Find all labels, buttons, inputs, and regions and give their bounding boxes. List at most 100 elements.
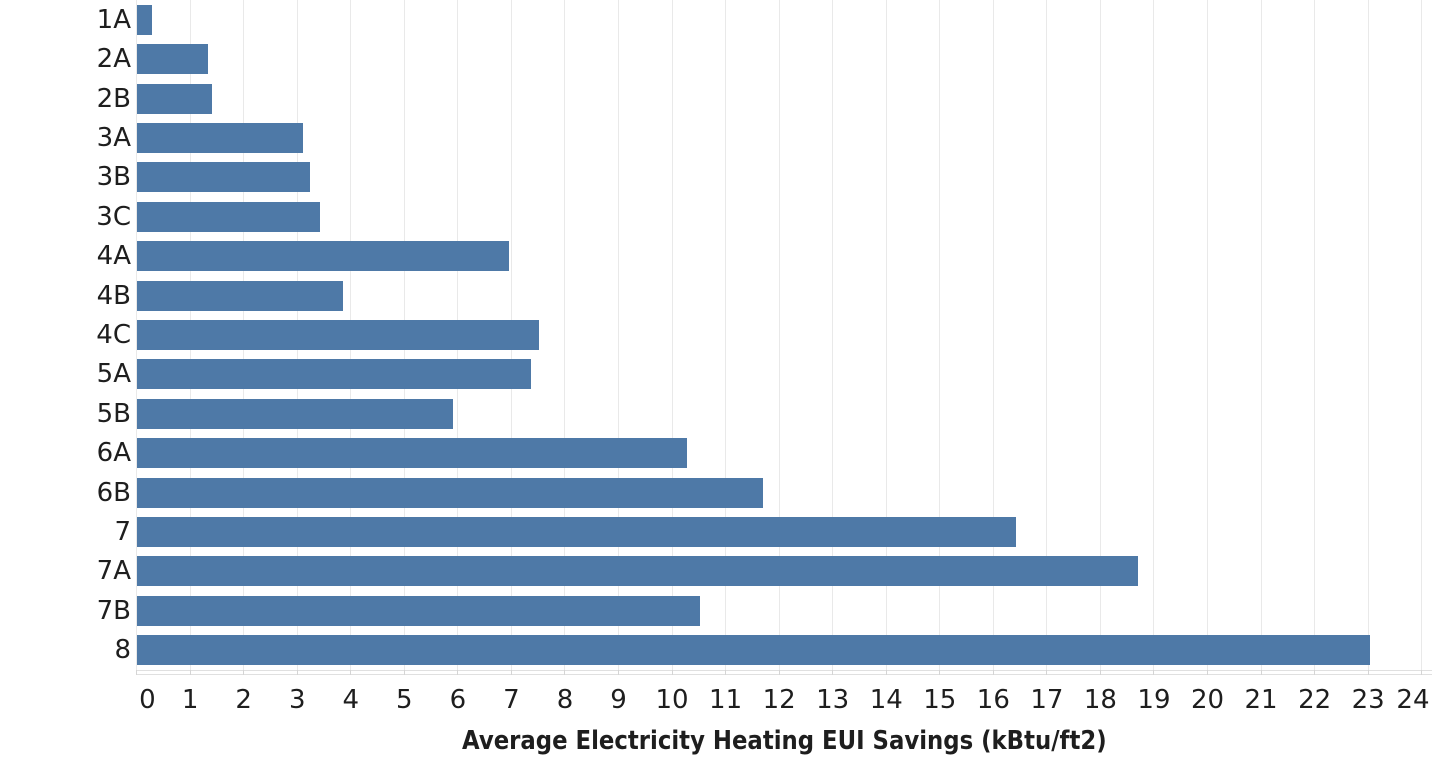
gridline-x-23 [1367,0,1369,675]
bar-5A [136,359,532,390]
x-tick-label-18: 18 [1083,684,1117,715]
y-axis-label-4A: 4A [96,241,131,272]
gridline-x-13 [832,0,834,675]
x-axis-line-top [136,669,1432,671]
gridline-x-12 [778,0,780,675]
gridline-x-11 [725,0,727,675]
x-tick-label-2: 2 [235,684,252,715]
gridline-x-16 [992,0,994,675]
x-tick-mark-12 [778,669,780,675]
y-axis-label-3A: 3A [96,122,131,153]
x-axis-line-bottom [136,674,1432,675]
x-tick-mark-9 [618,669,619,675]
x-tick-label-3: 3 [288,684,306,715]
y-axis-label-7B: 7B [96,595,131,626]
x-tick-mark-3 [296,669,298,675]
x-tick-label-23: 23 [1351,684,1385,715]
bar-4A [136,241,509,272]
x-tick-mark-16 [992,669,994,675]
x-tick-label-14: 14 [869,684,903,715]
bar-2B [136,83,212,114]
bar-5B [136,398,454,429]
x-tick-label-21: 21 [1244,684,1278,715]
bar-2A [136,44,209,75]
y-axis-label-3B: 3B [96,162,131,193]
x-tick-label-4: 4 [342,684,360,715]
bar-7A [136,556,1138,587]
gridline-x-8 [564,0,566,675]
x-tick-label-17: 17 [1030,684,1064,715]
bar-6A [136,438,687,469]
y-axis-label-6B: 6B [96,477,131,508]
x-tick-label-19: 19 [1137,684,1171,715]
gridline-x-10 [671,0,673,675]
y-axis-label-8: 8 [114,635,131,666]
x-axis-title: Average Electricity Heating EUI Savings … [461,725,1107,756]
x-tick-label-1: 1 [181,684,199,715]
y-axis-label-7: 7 [114,517,131,548]
bar-4C [136,320,540,350]
bar-6B [136,477,764,508]
y-axis-label-5B: 5B [96,398,131,429]
y-axis-label-2B: 2B [96,83,131,114]
y-axis-label-2A: 2A [96,44,131,75]
gridline-x-18 [1099,0,1101,675]
x-tick-label-15: 15 [923,684,957,715]
x-tick-mark-6 [457,669,459,675]
x-tick-mark-5 [403,669,405,675]
x-tick-label-6: 6 [449,684,467,715]
x-tick-label-0: 0 [139,684,156,715]
x-tick-mark-1 [189,669,191,675]
x-tick-mark-15 [939,669,941,675]
gridline-x-22 [1314,0,1316,675]
x-tick-label-11: 11 [709,684,743,715]
bar-4B [136,280,343,311]
x-tick-mark-10 [671,669,673,675]
x-tick-mark-20 [1207,669,1209,675]
x-tick-mark-23 [1367,669,1369,675]
x-tick-mark-21 [1260,669,1262,675]
x-tick-label-9: 9 [610,684,627,715]
x-tick-label-24: 24 [1396,684,1430,715]
bar-3C [136,201,321,232]
y-axis-label-4C: 4C [96,320,131,350]
x-tick-label-22: 22 [1298,684,1332,715]
bar-7 [136,517,1017,548]
y-axis-label-5A: 5A [96,359,131,390]
gridline-x-9 [618,0,619,675]
x-tick-mark-24 [1421,669,1423,675]
x-tick-label-20: 20 [1190,684,1225,715]
x-tick-label-5: 5 [396,684,413,715]
x-tick-label-16: 16 [976,684,1010,715]
x-tick-label-10: 10 [655,684,689,715]
y-axis-label-6A: 6A [96,438,131,469]
x-tick-mark-7 [510,669,512,675]
x-tick-mark-18 [1099,669,1101,675]
y-axis-label-4B: 4B [96,280,131,311]
x-tick-mark-13 [832,669,834,675]
y-axis-label-1A: 1A [96,4,131,35]
x-tick-mark-17 [1046,669,1048,675]
gridline-x-15 [939,0,941,675]
gridline-x-17 [1046,0,1048,675]
x-tick-label-7: 7 [503,684,520,715]
y-axis-label-7A: 7A [96,556,131,587]
x-tick-mark-2 [243,669,245,675]
x-tick-label-12: 12 [762,684,796,715]
x-tick-mark-8 [564,669,566,675]
gridline-x-21 [1260,0,1262,675]
gridline-x-19 [1153,0,1155,675]
y-axis-label-3C: 3C [96,201,131,232]
x-tick-mark-19 [1153,669,1155,675]
x-tick-mark-22 [1314,669,1316,675]
bar-1A [136,4,152,35]
x-tick-label-8: 8 [556,684,574,715]
x-tick-mark-0 [136,669,138,675]
gridline-x-20 [1207,0,1209,675]
x-tick-label-13: 13 [816,684,850,715]
gridline-x-24 [1421,0,1423,675]
x-tick-mark-4 [350,669,352,675]
bar-7B [136,595,700,626]
bar-3B [136,162,311,193]
bar-3A [136,122,304,153]
